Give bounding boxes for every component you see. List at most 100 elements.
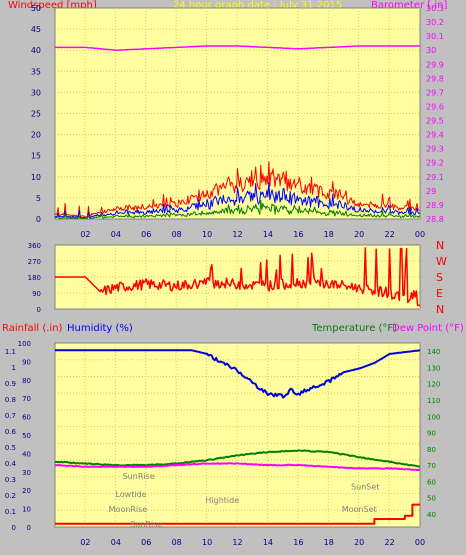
baro-y-tick-label: 30.1	[426, 32, 444, 41]
event-annotation: MoonRise	[109, 505, 148, 514]
humidity-time-tick-label: 12	[232, 538, 242, 547]
baro-y-tick-label: 29.7	[426, 88, 444, 97]
label-temperature: Temperature (°F)	[311, 323, 397, 334]
wind-y-tick-label: 0	[36, 215, 41, 224]
baro-y-tick-label: 28.9	[426, 201, 444, 210]
wind-time-tick-label: 14	[263, 230, 273, 239]
wind-y-tick-label: 25	[31, 110, 41, 119]
baro-y-tick-label: 29.9	[426, 60, 444, 69]
wind-time-tick-label: 16	[293, 230, 303, 239]
wind-time-tick-label: 08	[172, 230, 182, 239]
baro-y-tick-label: 30	[426, 46, 436, 55]
wind-time-tick-label: 04	[111, 230, 121, 239]
compass-label: N	[436, 239, 444, 252]
humidity-y-tick-label: 90	[22, 358, 31, 366]
wind-average-line	[54, 182, 421, 219]
wind-time-tick-label: 00	[415, 230, 425, 239]
baro-y-tick-label: 29	[426, 187, 436, 196]
baro-y-tick-label: 29.5	[426, 117, 444, 126]
humidity-time-tick-label: 02	[80, 538, 90, 547]
temp-y-tick-label: 110	[427, 397, 440, 405]
event-annotation: SunSet	[351, 483, 379, 492]
temp-y-tick-label: 50	[427, 495, 436, 503]
temp-y-tick-label: 80	[427, 446, 436, 454]
compass-label: S	[436, 271, 443, 284]
humidity-y-tick-label: 0	[27, 524, 31, 532]
wind-y-tick-label: 5	[36, 194, 41, 203]
humidity-time-tick-label: 14	[263, 538, 273, 547]
rain-y-tick-label: 1	[12, 364, 16, 372]
event-annotation: Lowtide	[115, 490, 146, 499]
compass-label: E	[436, 287, 443, 300]
dewpoint-line	[54, 462, 421, 471]
rain-y-tick-label: 0.2	[5, 492, 16, 500]
humidity-time-tick-label: 18	[324, 538, 334, 547]
baro-y-tick-label: 29.4	[426, 131, 444, 140]
compass-label: N	[436, 303, 444, 316]
wind-time-tick-label: 10	[202, 230, 212, 239]
temp-y-tick-label: 90	[427, 430, 436, 438]
rain-y-tick-label: 0.5	[5, 444, 16, 452]
baro-y-tick-label: 30.3	[426, 4, 444, 13]
direction-y-tick-label: 90	[32, 290, 41, 298]
wind-time-tick-label: 20	[354, 230, 364, 239]
wind-gust-line	[54, 161, 421, 218]
direction-y-tick-label: 0	[37, 306, 41, 314]
rainfall-line	[55, 503, 420, 525]
title-graph-date: 24 hour graph date : July 31 2015	[173, 0, 343, 11]
temp-y-tick-label: 70	[427, 462, 436, 470]
event-annotation: SunRise	[123, 472, 155, 481]
humidity-time-tick-label: 10	[202, 538, 212, 547]
temp-y-tick-label: 120	[427, 381, 440, 389]
wind-direction-line	[55, 247, 420, 307]
humidity-y-tick-label: 40	[22, 450, 31, 458]
wind-y-tick-label: 50	[31, 4, 41, 13]
label-dewpoint: Dew Point (°F)	[392, 323, 464, 334]
baro-y-tick-label: 29.2	[426, 159, 444, 168]
temp-y-tick-label: 100	[427, 413, 440, 421]
wind-time-tick-label: 12	[232, 230, 242, 239]
humidity-time-tick-label: 08	[172, 538, 182, 547]
humidity-time-tick-label: 22	[384, 538, 394, 547]
rain-y-tick-label: 0.9	[5, 380, 16, 388]
rain-y-tick-label: 0.6	[5, 428, 17, 436]
rain-y-tick-label: 0	[12, 524, 16, 532]
direction-y-tick-label: 360	[28, 242, 41, 250]
compass-label: W	[436, 255, 447, 268]
rain-y-tick-label: 0.8	[5, 396, 16, 404]
humidity-y-tick-label: 30	[22, 469, 31, 477]
temp-y-tick-label: 40	[427, 511, 436, 519]
humidity-y-tick-label: 50	[22, 432, 31, 440]
wind-y-tick-label: 30	[31, 88, 41, 97]
temperature-line	[54, 449, 421, 468]
wind-y-tick-label: 20	[31, 131, 41, 140]
event-annotation: MoonSet	[342, 505, 377, 514]
humidity-line	[55, 349, 421, 399]
humidity-y-tick-label: 10	[22, 506, 31, 514]
event-annotation: Hightide	[205, 496, 239, 505]
wind-y-tick-label: 45	[31, 25, 41, 34]
rain-y-tick-label: 1.1	[5, 348, 16, 356]
wind-time-tick-label: 22	[384, 230, 394, 239]
direction-y-tick-label: 180	[28, 274, 41, 282]
humidity-y-tick-label: 20	[22, 487, 31, 495]
title-barometer: Barometer [.in]	[371, 0, 448, 11]
barometer-line	[55, 45, 420, 51]
event-annotation: SunRise	[130, 520, 162, 529]
baro-y-tick-label: 29.1	[426, 173, 444, 182]
wind-y-tick-label: 15	[31, 152, 41, 161]
rain-y-tick-label: 0.4	[5, 460, 17, 468]
rain-y-tick-label: 0.7	[5, 412, 16, 420]
direction-y-tick-label: 270	[28, 258, 41, 266]
title-windspeed: Windspeed [mph]	[8, 0, 97, 11]
humidity-time-tick-label: 00	[415, 538, 425, 547]
humidity-time-tick-label: 20	[354, 538, 364, 547]
humidity-y-tick-label: 60	[22, 414, 31, 422]
rain-y-tick-label: 0.1	[5, 508, 16, 516]
wind-time-tick-label: 18	[324, 230, 334, 239]
humidity-time-tick-label: 16	[293, 538, 303, 547]
temp-y-tick-label: 60	[427, 478, 436, 486]
humidity-time-tick-label: 04	[111, 538, 121, 547]
